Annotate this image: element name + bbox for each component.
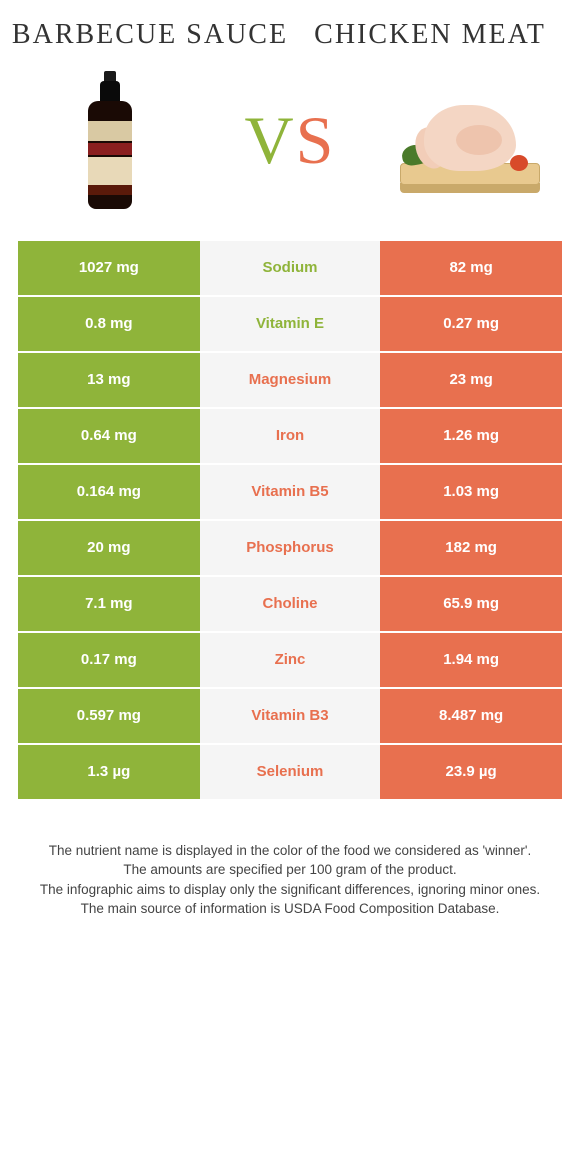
left-value: 1.3 µg — [18, 745, 200, 799]
vs-label: VS — [245, 101, 336, 180]
table-row: 7.1 mgCholine65.9 mg — [18, 577, 562, 633]
right-value: 1.26 mg — [380, 409, 562, 463]
left-value: 1027 mg — [18, 241, 200, 295]
vs-v: V — [245, 102, 296, 178]
left-value: 0.597 mg — [18, 689, 200, 743]
left-value: 0.164 mg — [18, 465, 200, 519]
vs-s: S — [296, 102, 336, 178]
right-value: 23.9 µg — [380, 745, 562, 799]
left-food-image — [20, 66, 200, 216]
left-food-title: BARBECUE SAUCE — [10, 20, 290, 51]
comparison-table: 1027 mgSodium82 mg0.8 mgVitamin E0.27 mg… — [0, 241, 580, 801]
bbq-sauce-bottle-icon — [86, 71, 134, 211]
right-value: 0.27 mg — [380, 297, 562, 351]
images-row: VS — [0, 61, 580, 241]
left-value: 0.17 mg — [18, 633, 200, 687]
table-row: 0.8 mgVitamin E0.27 mg — [18, 297, 562, 353]
table-row: 1027 mgSodium82 mg — [18, 241, 562, 297]
footer-line: The main source of information is USDA F… — [20, 899, 560, 919]
chicken-meat-icon — [390, 81, 550, 201]
left-value: 0.64 mg — [18, 409, 200, 463]
nutrient-name: Choline — [200, 577, 381, 631]
table-row: 0.17 mgZinc1.94 mg — [18, 633, 562, 689]
left-value: 13 mg — [18, 353, 200, 407]
footer-line: The infographic aims to display only the… — [20, 880, 560, 900]
nutrient-name: Sodium — [200, 241, 381, 295]
footer-notes: The nutrient name is displayed in the co… — [0, 801, 580, 919]
nutrient-name: Phosphorus — [200, 521, 381, 575]
nutrient-name: Vitamin E — [200, 297, 381, 351]
right-value: 1.03 mg — [380, 465, 562, 519]
nutrient-name: Vitamin B5 — [200, 465, 381, 519]
nutrient-name: Selenium — [200, 745, 381, 799]
left-value: 0.8 mg — [18, 297, 200, 351]
left-value: 20 mg — [18, 521, 200, 575]
nutrient-name: Iron — [200, 409, 381, 463]
header: BARBECUE SAUCE CHICKEN MEAT — [0, 0, 580, 61]
right-value: 82 mg — [380, 241, 562, 295]
nutrient-name: Zinc — [200, 633, 381, 687]
right-food-image — [380, 66, 560, 216]
table-row: 13 mgMagnesium23 mg — [18, 353, 562, 409]
right-food-title: CHICKEN MEAT — [290, 20, 570, 51]
nutrient-name: Magnesium — [200, 353, 381, 407]
right-value: 8.487 mg — [380, 689, 562, 743]
table-row: 0.64 mgIron1.26 mg — [18, 409, 562, 465]
table-row: 0.164 mgVitamin B51.03 mg — [18, 465, 562, 521]
footer-line: The amounts are specified per 100 gram o… — [20, 860, 560, 880]
footer-line: The nutrient name is displayed in the co… — [20, 841, 560, 861]
table-row: 0.597 mgVitamin B38.487 mg — [18, 689, 562, 745]
right-value: 23 mg — [380, 353, 562, 407]
right-value: 1.94 mg — [380, 633, 562, 687]
left-value: 7.1 mg — [18, 577, 200, 631]
nutrient-name: Vitamin B3 — [200, 689, 381, 743]
right-value: 65.9 mg — [380, 577, 562, 631]
table-row: 1.3 µgSelenium23.9 µg — [18, 745, 562, 801]
table-row: 20 mgPhosphorus182 mg — [18, 521, 562, 577]
right-value: 182 mg — [380, 521, 562, 575]
